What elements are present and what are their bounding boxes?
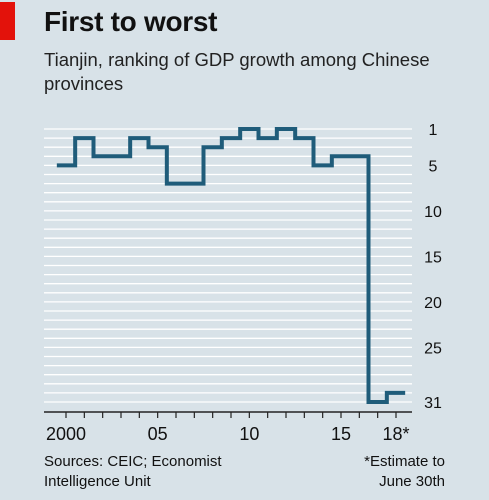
estimate-note: *Estimate to June 30th <box>364 452 445 492</box>
source-note: Sources: CEIC; Economist Intelligence Un… <box>44 452 222 492</box>
y-tick-label: 25 <box>424 340 442 357</box>
y-tick-label: 20 <box>424 295 442 312</box>
source-line-1: Sources: CEIC; Economist <box>44 453 222 470</box>
source-line-2: Intelligence Unit <box>44 473 151 490</box>
accent-bar <box>0 2 15 40</box>
series-layer <box>56 127 406 404</box>
x-tick-label: 2000 <box>46 424 86 444</box>
chart-title: First to worst <box>44 6 218 37</box>
chart-subtitle: Tianjin, ranking of GDP growth among Chi… <box>44 49 430 94</box>
note-line-1: *Estimate to <box>364 453 445 470</box>
axis-layer <box>44 411 412 418</box>
grid-layer <box>44 128 412 403</box>
x-tick-label: 05 <box>148 424 168 444</box>
y-tick-label: 31 <box>424 395 442 412</box>
x-tick-label: 18* <box>382 424 409 444</box>
y-tick-label: 1 <box>429 122 438 139</box>
y-tick-label: 10 <box>424 204 442 221</box>
x-tick-label: 15 <box>331 424 351 444</box>
note-line-2: June 30th <box>379 473 445 490</box>
x-tick-label: 10 <box>239 424 259 444</box>
series-line <box>56 127 406 404</box>
y-tick-label: 5 <box>429 158 438 175</box>
y-tick-label: 15 <box>424 249 442 266</box>
